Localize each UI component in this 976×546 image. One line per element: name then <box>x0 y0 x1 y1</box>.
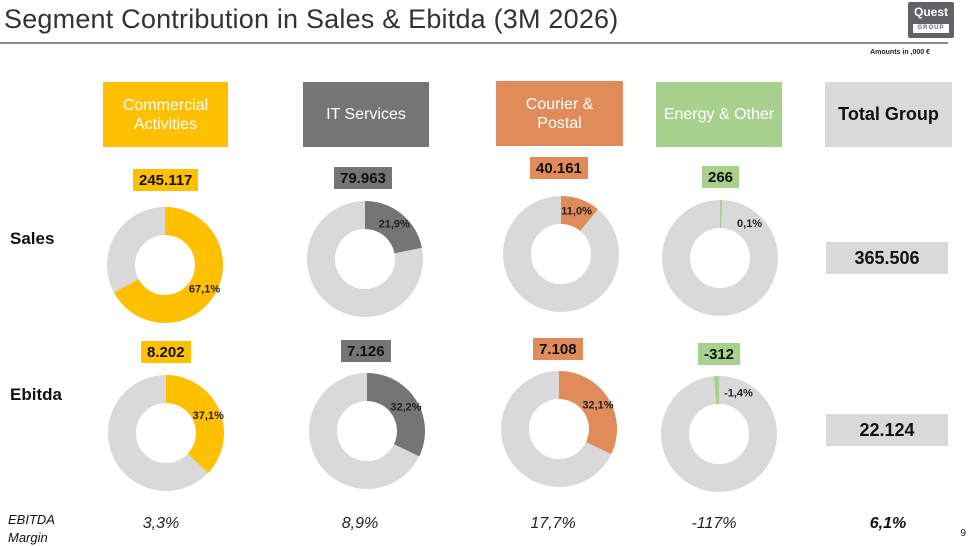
ebitda-donut-commercial: 37,1% <box>108 375 224 491</box>
page-number: 9 <box>960 528 966 539</box>
ebitda-value-courier-postal: 7.108 <box>533 338 583 360</box>
ebitda-value-commercial: 8.202 <box>141 341 191 363</box>
segment-header-it-services: IT Services <box>303 82 429 147</box>
margin-label-line2: Margin <box>8 530 48 545</box>
ebitda-margin-it-services: 8,9% <box>341 515 379 532</box>
sales-courier-postal-segment-slice <box>561 196 598 231</box>
logo-subtext: GROUP <box>913 24 949 33</box>
sales-value-courier-postal: 40.161 <box>530 157 588 179</box>
page-title: Segment Contribution in Sales & Ebitda (… <box>4 4 619 34</box>
segment-header-courier-postal: Courier & Postal <box>496 81 623 146</box>
segment-header-total-group: Total Group <box>825 82 952 147</box>
sales-it-services-share-label: 21,9% <box>379 218 410 230</box>
ebitda-margin-courier-postal: 17,7% <box>530 515 576 532</box>
margin-label-line1: EBITDA <box>8 512 55 527</box>
ebitda-margin-total: 6,1% <box>869 515 907 532</box>
ebitda-energy-other-share-label: -1,4% <box>724 387 753 399</box>
sales-value-it-services: 79.963 <box>334 167 392 189</box>
ebitda-courier-postal-segment-slice <box>559 371 617 455</box>
sales-donut-it-services: 21,9% <box>307 201 423 317</box>
row-label-ebitda: Ebitda <box>10 385 62 404</box>
logo-text: Quest <box>913 5 948 19</box>
sales-courier-postal-share-label: 11,0% <box>561 206 592 218</box>
quest-group-logo: Quest GROUP <box>908 2 954 38</box>
sales-energy-other-share-label: 0,1% <box>737 218 762 230</box>
sales-commercial-share-label: 67,1% <box>189 284 220 296</box>
ebitda-it-services-share-label: 32,2% <box>390 402 421 414</box>
ebitda-energy-other-segment-slice <box>713 376 719 405</box>
row-label-ebitda-margin: EBITDA Margin <box>8 511 55 546</box>
sales-it-services-segment-slice <box>365 201 422 254</box>
segment-header-commercial: Commercial Activities <box>103 82 228 147</box>
sales-donut-courier-postal: 11,0% <box>503 196 619 312</box>
ebitda-margin-commercial: 3,3% <box>142 515 180 532</box>
ebitda-margin-energy-other: -117% <box>691 515 737 532</box>
ebitda-value-it-services: 7.126 <box>341 340 391 362</box>
ebitda-courier-postal-share-label: 32,1% <box>582 399 613 411</box>
total-sales-box: 365.506 <box>826 242 948 274</box>
ebitda-donut-courier-postal: 32,1% <box>501 371 617 487</box>
sales-value-commercial: 245.117 <box>133 169 199 191</box>
ebitda-donut-energy-other: -1,4% <box>661 376 777 492</box>
ebitda-commercial-segment-slice <box>166 375 224 473</box>
ebitda-it-services-segment-slice <box>367 373 425 457</box>
sales-energy-other-segment-slice <box>720 200 723 229</box>
sales-donut-energy-other: 0,1% <box>662 200 778 316</box>
total-ebitda-box: 22.124 <box>826 414 948 446</box>
sales-commercial-segment-slice <box>113 207 223 323</box>
ebitda-value-energy-other: -312 <box>698 343 741 365</box>
sales-value-energy-other: 266 <box>702 166 740 188</box>
amounts-note: Amounts in ,000 € <box>870 49 930 56</box>
ebitda-donut-it-services: 32,2% <box>309 373 425 489</box>
title-divider <box>0 42 948 44</box>
segment-header-energy-other: Energy & Other <box>656 82 782 147</box>
row-label-sales: Sales <box>10 229 55 248</box>
ebitda-commercial-share-label: 37,1% <box>193 410 224 422</box>
sales-donut-commercial: 67,1% <box>107 207 223 323</box>
